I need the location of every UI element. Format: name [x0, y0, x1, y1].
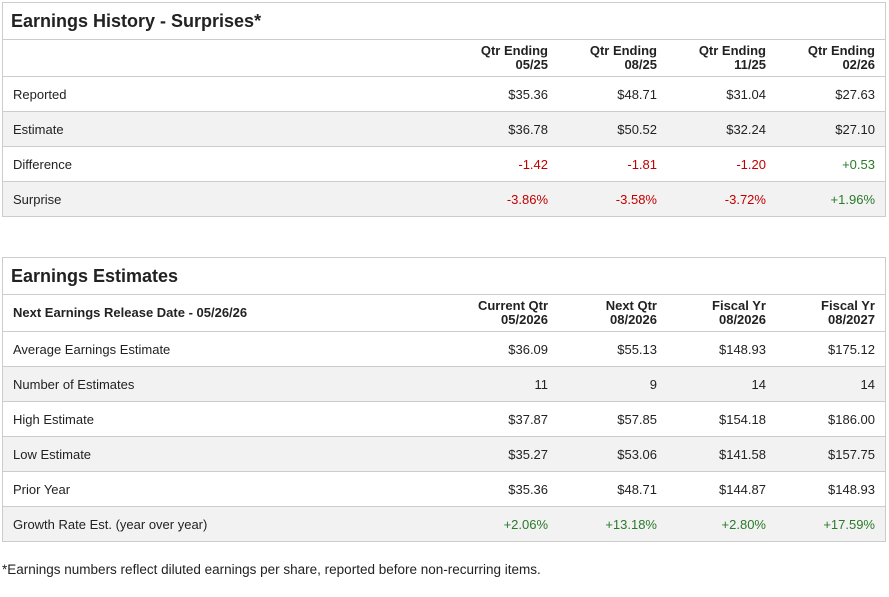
value-cell: $141.58 — [667, 436, 776, 472]
column-header: Next Qtr — [605, 298, 657, 313]
row-label: Average Earnings Estimate — [3, 331, 450, 367]
value-cell: 11 — [449, 366, 559, 402]
value-cell: $36.78 — [449, 111, 559, 147]
value-cell: +13.18% — [558, 506, 667, 541]
row-label: Estimate — [3, 111, 450, 147]
value-cell: -1.20 — [667, 146, 776, 182]
value-cell: $35.36 — [449, 471, 559, 507]
table: Qtr Ending 05/25 Qtr Ending 08/25 Qtr Ending… — [3, 40, 885, 216]
column-header: 08/25 — [624, 57, 657, 72]
column-header: Fiscal Yr — [821, 298, 875, 313]
table-title: Earnings Estimates — [3, 258, 885, 295]
header-cell: Next Qtr 08/2026 — [558, 295, 667, 332]
row-label: High Estimate — [3, 401, 450, 437]
data-row: Low Estimate $35.27 $53.06 $141.58 $157.75 — [3, 436, 885, 472]
table: Next Earnings Release Date - 05/26/26 Cur… — [3, 295, 885, 541]
column-header: Current Qtr — [477, 298, 549, 313]
header-cell: Fiscal Yr 08/2027 — [776, 295, 885, 332]
value-cell: +17.59% — [775, 506, 885, 541]
value-cell: $57.85 — [558, 401, 667, 437]
row-label: Growth Rate Est. (year over year) — [3, 506, 450, 541]
value-cell: -3.86% — [449, 181, 559, 216]
value-cell: $31.04 — [667, 76, 776, 112]
header-cell: Next Earnings Release Date - 05/26/26 — [3, 295, 449, 332]
value-cell: -3.72% — [667, 181, 776, 216]
data-row: High Estimate $37.87 $57.85 $154.18 $186.00 — [3, 401, 885, 437]
column-header: Qtr Ending — [807, 43, 875, 58]
column-header: 05/2026 — [501, 312, 549, 327]
header-cell: Current Qtr 05/2026 — [449, 295, 558, 332]
data-row: Prior Year $35.36 $48.71 $144.87 $148.93 — [3, 471, 885, 507]
value-cell: +2.06% — [449, 506, 559, 541]
header-row: Next Earnings Release Date - 05/26/26 Cur… — [3, 295, 885, 332]
value-cell: $35.36 — [449, 76, 559, 112]
column-header: 05/25 — [515, 57, 549, 72]
header-cell: Qtr Ending 05/25 — [449, 40, 558, 77]
value-cell: $35.27 — [449, 436, 559, 472]
row-label: Number of Estimates — [3, 366, 450, 402]
row-label: Low Estimate — [3, 436, 450, 472]
corner-label: Next Earnings Release Date - 05/26/26 — [13, 305, 248, 320]
header-cell: Qtr Ending 11/25 — [667, 40, 776, 77]
column-header: 02/26 — [842, 57, 875, 72]
value-cell: -1.81 — [558, 146, 667, 182]
column-header: 08/2027 — [828, 312, 875, 327]
value-cell: $32.24 — [667, 111, 776, 147]
header-cell: Qtr Ending 08/25 — [558, 40, 667, 77]
value-cell: $55.13 — [558, 331, 667, 367]
value-cell: $157.75 — [775, 436, 885, 472]
value-cell: $50.52 — [558, 111, 667, 147]
value-cell: $144.87 — [667, 471, 776, 507]
column-header: Fiscal Yr — [712, 298, 766, 313]
value-cell: $48.71 — [558, 471, 667, 507]
data-row: Growth Rate Est. (year over year) +2.06% +… — [3, 506, 885, 541]
column-header: Qtr Ending — [480, 43, 549, 58]
value-cell: $186.00 — [775, 401, 885, 437]
value-cell: 14 — [667, 366, 776, 402]
column-header: 11/25 — [734, 57, 766, 72]
row-label: Prior Year — [3, 471, 450, 507]
column-header: Qtr Ending — [589, 43, 657, 58]
value-cell: 9 — [558, 366, 667, 402]
row-label: Difference — [3, 146, 450, 182]
header-cell: Qtr Ending 02/26 — [776, 40, 885, 77]
data-row: Surprise -3.86% -3.58% -3.72% +1.96% — [3, 181, 885, 216]
earnings-history: Earnings History - Surprises* Qtr Ending 0… — [2, 2, 886, 217]
value-cell: 14 — [775, 366, 885, 402]
column-header: Qtr Ending — [698, 43, 766, 58]
earnings-estimates: Earnings Estimates Next Earnings Release … — [2, 257, 886, 542]
value-cell: +0.53 — [775, 146, 885, 182]
header-row: Qtr Ending 05/25 Qtr Ending 08/25 Qtr Ending… — [3, 40, 885, 77]
value-cell: +2.80% — [667, 506, 776, 541]
value-cell: $154.18 — [667, 401, 776, 437]
value-cell: $37.87 — [449, 401, 559, 437]
footnote: *Earnings numbers reflect diluted earnin… — [2, 562, 541, 577]
data-row: Average Earnings Estimate $36.09 $55.13 $14… — [3, 331, 885, 367]
column-header: 08/2026 — [718, 312, 766, 327]
table-title: Earnings History - Surprises* — [3, 3, 885, 40]
value-cell: $148.93 — [775, 471, 885, 507]
value-cell: +1.96% — [775, 181, 885, 216]
value-cell: -3.58% — [558, 181, 667, 216]
value-cell: $53.06 — [558, 436, 667, 472]
data-row: Difference -1.42 -1.81 -1.20 +0.53 — [3, 146, 885, 182]
header-cell — [3, 40, 449, 77]
column-header: 08/2026 — [610, 312, 657, 327]
row-label: Reported — [3, 76, 450, 112]
row-label: Surprise — [3, 181, 450, 216]
header-cell: Fiscal Yr 08/2026 — [667, 295, 776, 332]
value-cell: $27.10 — [775, 111, 885, 147]
data-row: Number of Estimates 11 9 14 14 — [3, 366, 885, 402]
value-cell: $148.93 — [667, 331, 776, 367]
data-row: Reported $35.36 $48.71 $31.04 $27.63 — [3, 76, 885, 112]
data-row: Estimate $36.78 $50.52 $32.24 $27.10 — [3, 111, 885, 147]
value-cell: $175.12 — [775, 331, 885, 367]
value-cell: $48.71 — [558, 76, 667, 112]
value-cell: $27.63 — [775, 76, 885, 112]
value-cell: $36.09 — [449, 331, 559, 367]
value-cell: -1.42 — [449, 146, 559, 182]
